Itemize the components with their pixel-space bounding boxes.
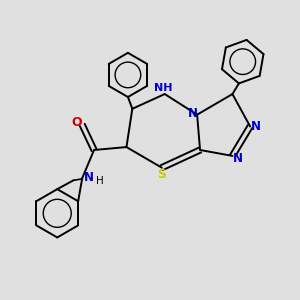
Text: S: S: [157, 168, 166, 181]
Text: N: N: [84, 172, 94, 184]
Text: N: N: [188, 107, 198, 120]
Text: H: H: [96, 176, 104, 186]
Text: O: O: [72, 116, 82, 128]
Text: N: N: [233, 152, 243, 165]
Text: N: N: [250, 120, 260, 133]
Text: NH: NH: [154, 82, 172, 93]
